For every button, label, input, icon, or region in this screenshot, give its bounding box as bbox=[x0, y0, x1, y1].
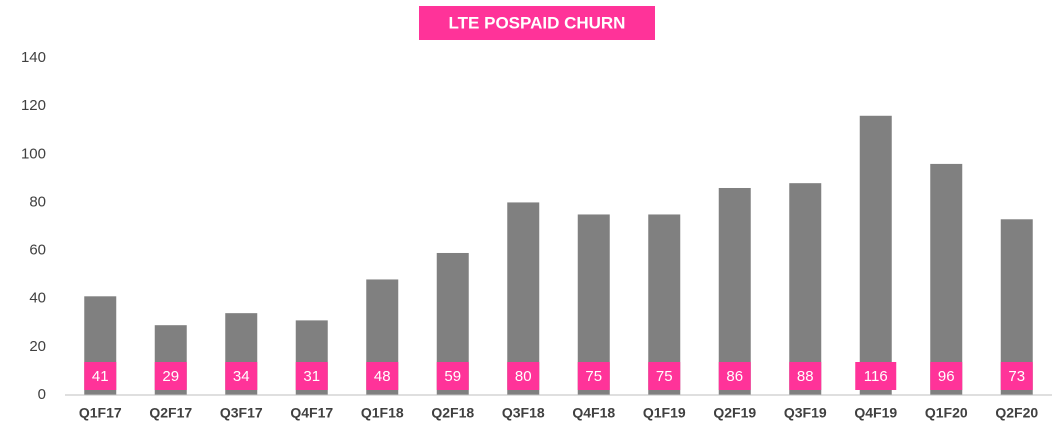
chart-title: LTE POSPAID CHURN bbox=[449, 13, 626, 32]
value-label: 80 bbox=[515, 368, 532, 385]
bar bbox=[789, 183, 822, 395]
y-tick-label: 140 bbox=[21, 49, 46, 66]
x-tick-label: Q3F17 bbox=[220, 405, 263, 421]
y-tick-label: 80 bbox=[29, 193, 46, 210]
y-tick-label: 40 bbox=[29, 290, 46, 307]
bar bbox=[859, 115, 892, 396]
x-tick-label: Q2F20 bbox=[995, 405, 1038, 421]
y-tick-label: 120 bbox=[21, 97, 46, 114]
y-tick-label: 100 bbox=[21, 145, 46, 162]
value-label-box bbox=[154, 362, 187, 390]
value-label: 41 bbox=[92, 368, 109, 385]
value-label: 88 bbox=[797, 368, 814, 385]
x-tick-label: Q4F17 bbox=[290, 405, 333, 421]
value-label-box bbox=[1000, 362, 1033, 390]
value-label-box bbox=[366, 362, 399, 390]
value-label: 86 bbox=[726, 368, 743, 385]
value-label-box bbox=[718, 362, 751, 390]
x-tick-label: Q1F19 bbox=[643, 405, 686, 421]
value-label-box bbox=[930, 362, 963, 390]
value-label-box bbox=[789, 362, 822, 390]
value-label: 75 bbox=[585, 368, 602, 385]
x-tick-label: Q4F18 bbox=[572, 405, 615, 421]
value-label: 59 bbox=[444, 368, 461, 385]
value-label-box bbox=[577, 362, 610, 390]
x-tick-label: Q1F18 bbox=[361, 405, 404, 421]
x-tick-label: Q2F17 bbox=[149, 405, 192, 421]
bar bbox=[718, 187, 751, 395]
x-tick-label: Q2F18 bbox=[431, 405, 474, 421]
value-label-box bbox=[507, 362, 540, 390]
x-tick-label: Q3F19 bbox=[784, 405, 827, 421]
x-tick-label: Q4F19 bbox=[854, 405, 897, 421]
y-tick-label: 60 bbox=[29, 242, 46, 259]
x-tick-label: Q1F20 bbox=[925, 405, 968, 421]
value-label: 75 bbox=[656, 368, 673, 385]
value-label: 96 bbox=[938, 368, 955, 385]
x-tick-label: Q2F19 bbox=[713, 405, 756, 421]
value-label: 31 bbox=[303, 368, 320, 385]
value-label-box bbox=[648, 362, 681, 390]
x-tick-label: Q1F17 bbox=[79, 405, 122, 421]
value-label-box bbox=[225, 362, 258, 390]
value-label-box bbox=[855, 362, 897, 390]
value-label: 116 bbox=[864, 368, 888, 385]
value-label: 73 bbox=[1008, 368, 1025, 385]
x-tick-label: Q3F18 bbox=[502, 405, 545, 421]
value-label: 29 bbox=[162, 368, 179, 385]
value-label: 48 bbox=[374, 368, 391, 385]
y-tick-label: 20 bbox=[29, 338, 46, 355]
value-label-box bbox=[436, 362, 469, 390]
y-tick-label: 0 bbox=[38, 386, 46, 403]
bar bbox=[930, 163, 963, 395]
title-box bbox=[419, 6, 655, 40]
value-label-box bbox=[295, 362, 328, 390]
value-label-box bbox=[84, 362, 117, 390]
value-label: 34 bbox=[233, 368, 250, 385]
